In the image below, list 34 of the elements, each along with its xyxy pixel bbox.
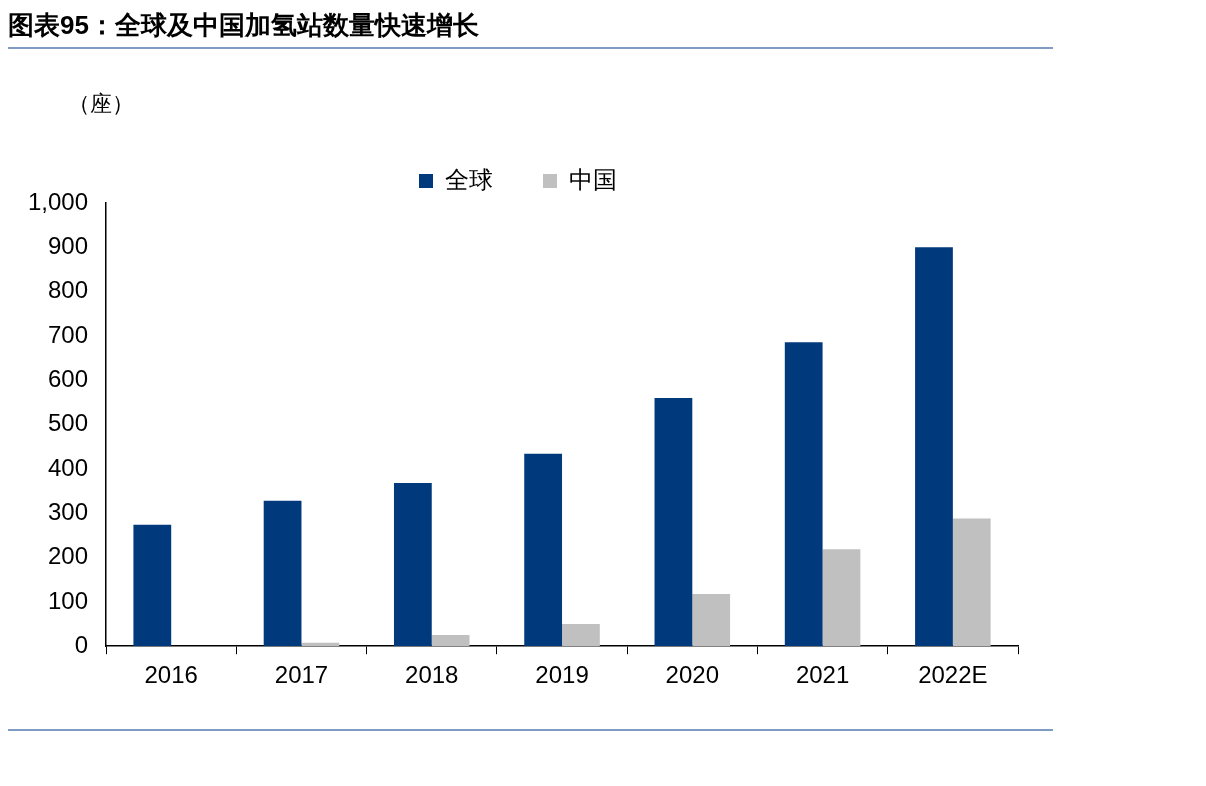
y-tick-label: 300	[48, 497, 89, 525]
bar	[393, 483, 432, 647]
y-tick-label: 100	[48, 586, 89, 614]
bar	[431, 635, 470, 647]
y-tick-label: 500	[48, 409, 89, 437]
y-axis-title: （座）	[68, 90, 135, 118]
y-tick-label: 0	[74, 630, 89, 658]
x-tick-label: 2019	[535, 661, 589, 689]
bar	[562, 624, 600, 647]
y-tick-label: 400	[48, 453, 89, 481]
legend-label: 中国	[569, 165, 617, 193]
chart-title: 图表95：全球及中国加氢站数量快速增长	[8, 8, 1053, 49]
y-tick-label: 800	[48, 276, 89, 304]
bar	[784, 342, 823, 647]
y-tick-label: 200	[48, 542, 89, 570]
x-tick-label: 2022E	[918, 661, 988, 689]
bar	[263, 500, 302, 647]
y-tick-label: 1,000	[28, 187, 89, 215]
y-tick-label: 700	[48, 320, 89, 348]
bar	[654, 398, 693, 647]
bar	[822, 549, 861, 647]
bar	[524, 453, 563, 647]
x-tick-label: 2018	[405, 661, 459, 689]
bar	[952, 518, 991, 647]
legend-label: 全球	[445, 165, 493, 193]
x-tick-label: 2021	[795, 661, 850, 689]
x-tick-label: 2016	[144, 661, 198, 689]
y-tick-label: 600	[48, 364, 89, 392]
x-tick-label: 2017	[274, 661, 329, 689]
bar	[915, 247, 953, 647]
y-tick-label: 900	[48, 231, 89, 259]
bar	[133, 524, 172, 647]
bar	[692, 593, 731, 647]
x-tick-label: 2020	[665, 661, 719, 689]
